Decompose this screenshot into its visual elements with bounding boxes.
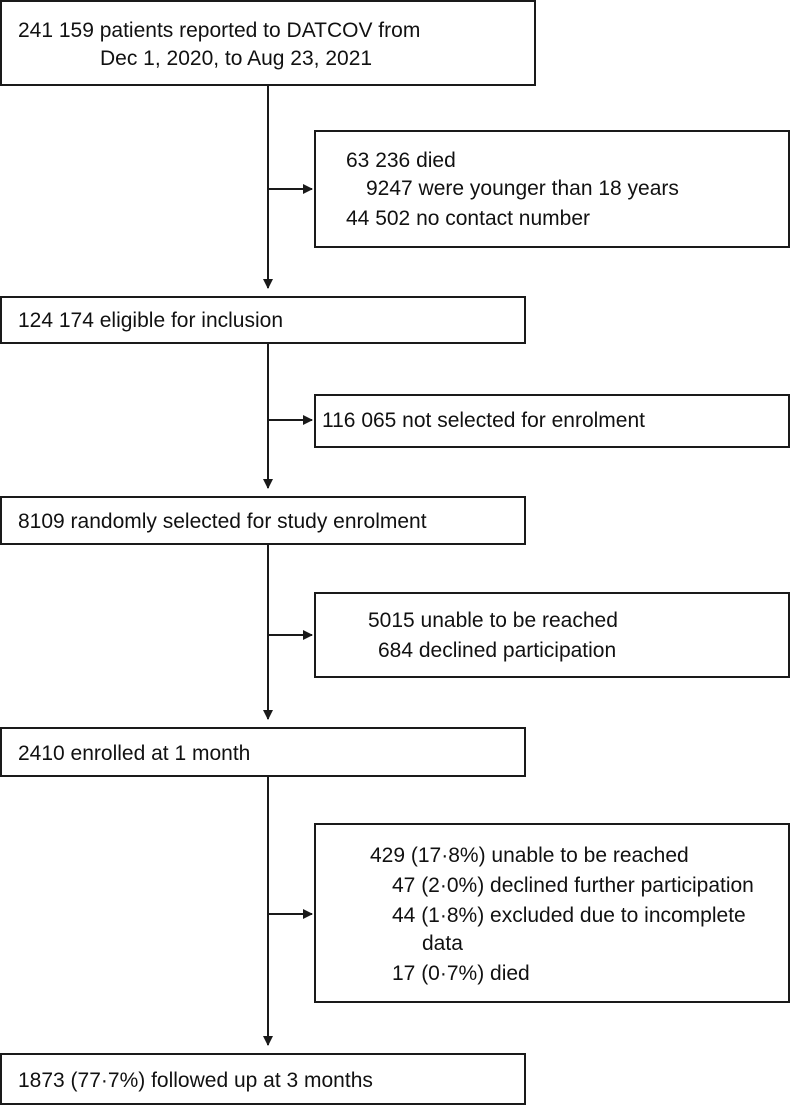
box-selected: 8109 randomly selected for study enrolme… (0, 496, 526, 545)
excluded3-unreached: 429 (17·8%) unable to be reached (370, 844, 689, 867)
eligible-text: 124 174 eligible for inclusion (18, 309, 284, 332)
excluded3-incomplete-1: 44 (1·8%) excluded due to incomplete (392, 904, 746, 927)
reported-line1: 241 159 patients reported to DATCOV from (18, 19, 421, 42)
followed-text: 1873 (77·7%) followed up at 3 months (18, 1069, 373, 1092)
box-enrolled: 2410 enrolled at 1 month (0, 727, 526, 777)
reported-line2: Dec 1, 2020, to Aug 23, 2021 (100, 47, 373, 70)
excluded1-died: 63 236 died (346, 149, 456, 172)
box-eligible: 124 174 eligible for inclusion (0, 296, 526, 344)
box-excluded-3: 429 (17·8%) unable to be reached 47 (2·0… (314, 823, 790, 1003)
excluded1-no-contact: 44 502 no contact number (346, 207, 591, 230)
box-reported: 241 159 patients reported to DATCOV from… (0, 0, 536, 86)
excluded2-declined: 684 declined participation (378, 639, 617, 662)
excluded3-died: 17 (0·7%) died (392, 962, 530, 985)
excluded3-incomplete-2: data (422, 932, 463, 955)
box-not-selected: 116 065 not selected for enrolment (314, 394, 790, 448)
excluded1-under18: 9247 were younger than 18 years (366, 177, 679, 200)
excluded3-declined: 47 (2·0%) declined further participation (392, 874, 754, 897)
not-selected-text: 116 065 not selected for enrolment (322, 409, 645, 432)
excluded2-unreached: 5015 unable to be reached (368, 609, 618, 632)
enrolled-text: 2410 enrolled at 1 month (18, 742, 251, 765)
box-followed-up: 1873 (77·7%) followed up at 3 months (0, 1053, 526, 1105)
box-excluded-1: 63 236 died 9247 were younger than 18 ye… (314, 130, 790, 248)
box-excluded-2: 5015 unable to be reached 684 declined p… (314, 592, 790, 678)
selected-text: 8109 randomly selected for study enrolme… (18, 510, 427, 533)
